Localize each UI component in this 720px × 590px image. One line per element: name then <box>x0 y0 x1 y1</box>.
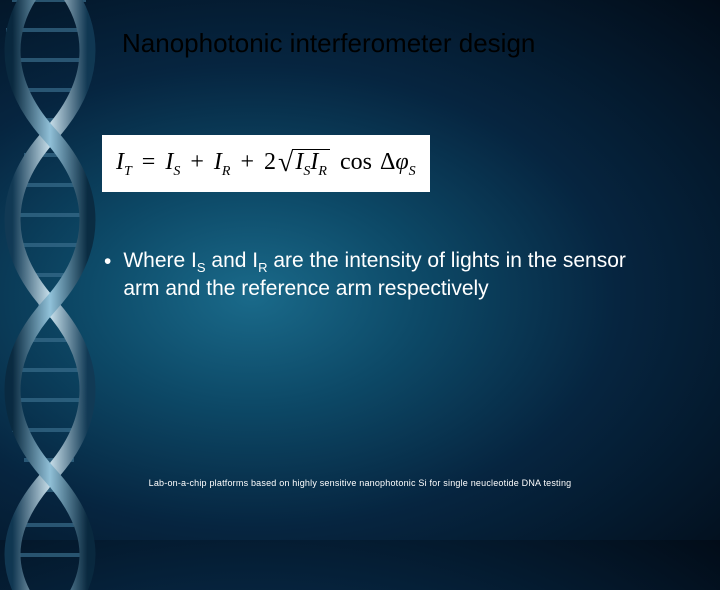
sub-phi-S: S <box>409 164 416 179</box>
bullet-pre: Where I <box>123 249 197 272</box>
num-2: 2 <box>264 149 276 175</box>
bullet-sub-R: R <box>258 260 267 275</box>
formula-content: IT = IS + IR + 2√ISIR cos ΔφS <box>116 149 416 175</box>
bullet-text: Where IS and IR are the intensity of lig… <box>123 248 660 303</box>
rad-sub-R: R <box>318 164 327 179</box>
bullet-mid: and I <box>206 249 259 272</box>
op-plus1: + <box>186 149 208 175</box>
bullet-marker: • <box>104 248 111 303</box>
surd-icon: √ <box>278 147 293 178</box>
op-eq: = <box>138 149 160 175</box>
var-IT: I <box>116 149 124 175</box>
fn-cos: cos <box>336 149 372 175</box>
dna-helix-decoration <box>0 0 120 590</box>
sub-S1: S <box>173 164 180 179</box>
sub-T: T <box>124 164 132 179</box>
op-plus2: + <box>236 149 258 175</box>
sym-delta: Δ <box>378 149 395 175</box>
formula-box: IT = IS + IR + 2√ISIR cos ΔφS <box>102 135 430 192</box>
sub-R1: R <box>222 164 231 179</box>
sqrt-group: √ISIR <box>276 145 330 179</box>
slide-title: Nanophotonic interferometer design <box>122 28 535 59</box>
footer-text: Lab-on-a-chip platforms based on highly … <box>0 478 720 488</box>
bullet-sub-S: S <box>197 260 206 275</box>
bullet-item: • Where IS and IR are the intensity of l… <box>104 248 660 303</box>
var-IR: I <box>214 149 222 175</box>
radicand: ISIR <box>293 149 330 179</box>
sym-phi: φ <box>395 149 408 175</box>
